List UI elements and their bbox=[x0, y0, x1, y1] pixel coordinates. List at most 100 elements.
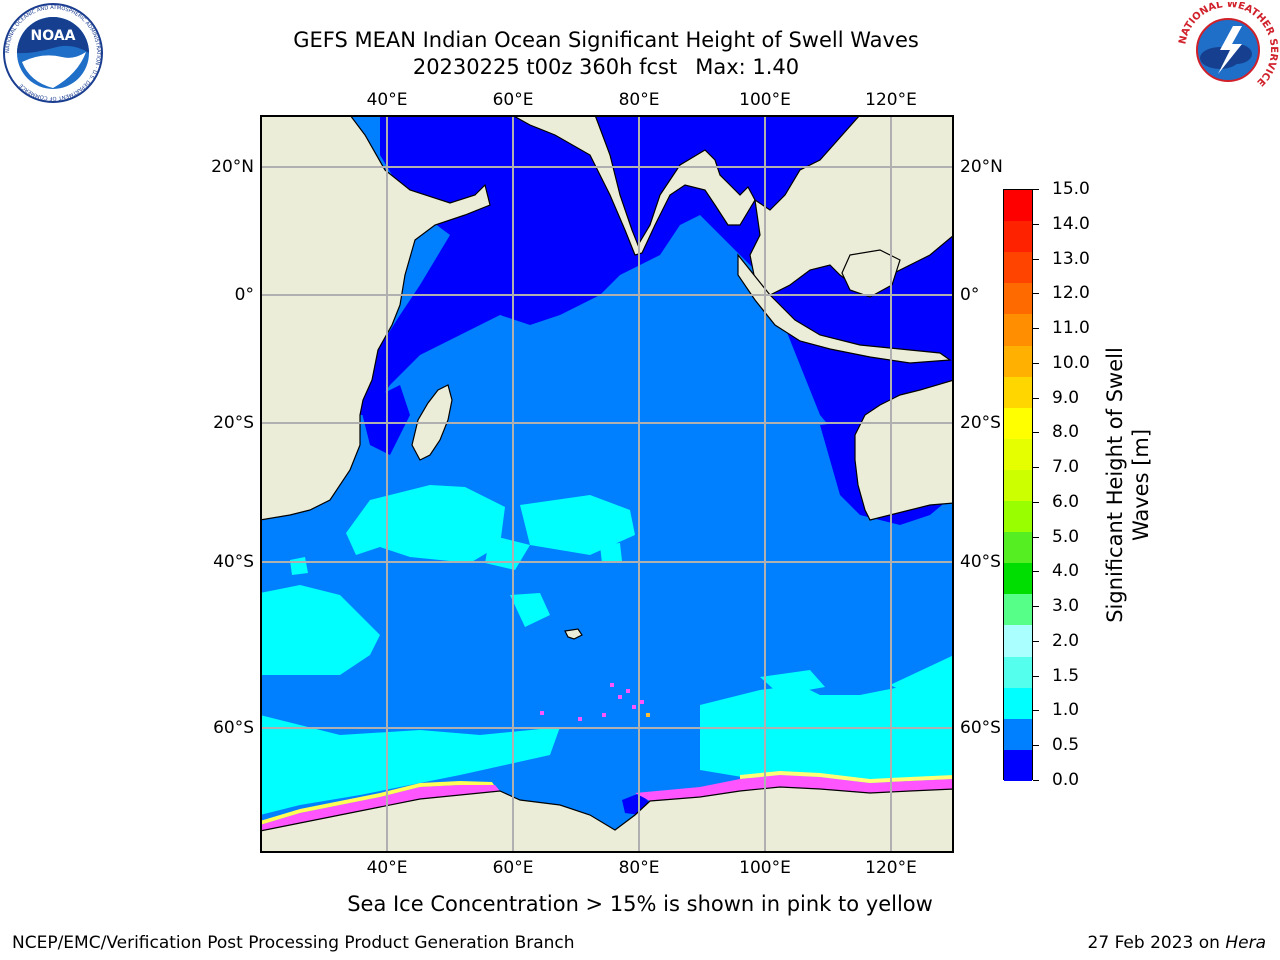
colorbar-tick bbox=[1033, 536, 1039, 538]
colorbar-tick bbox=[1033, 675, 1039, 677]
colorbar-segment bbox=[1004, 594, 1032, 626]
colorbar-label: 1.5 bbox=[1052, 665, 1080, 686]
colorbar-segment bbox=[1004, 625, 1032, 658]
colorbar-tick bbox=[1033, 362, 1039, 364]
noaa-logo: NATIONAL OCEANIC AND ATMOSPHERIC ADMINIS… bbox=[2, 2, 104, 104]
colorbar-label: 15.0 bbox=[1052, 179, 1090, 199]
lon-tick-top: 60°E bbox=[492, 90, 534, 110]
colorbar-tick bbox=[1033, 606, 1039, 608]
colorbar-tick bbox=[1033, 710, 1039, 712]
colorbar-label: 9.0 bbox=[1052, 387, 1080, 408]
colorbar-label: 2.0 bbox=[1052, 630, 1080, 651]
colorbar-label: 3.0 bbox=[1052, 596, 1080, 617]
colorbar-label: 13.0 bbox=[1052, 248, 1090, 269]
colorbar-segment bbox=[1004, 252, 1032, 284]
sea-ice-note: Sea Ice Concentration > 15% is shown in … bbox=[347, 892, 933, 916]
colorbar-title: Significant Height of Swell Waves [m] bbox=[1102, 347, 1154, 623]
graticule bbox=[260, 115, 954, 853]
colorbar-label: 11.0 bbox=[1052, 318, 1090, 339]
lat-tick-left: 40°S bbox=[213, 552, 254, 572]
forecast-time: 20230225 t00z 360h fcst bbox=[412, 55, 678, 79]
lon-tick-top: 120°E bbox=[865, 90, 917, 110]
colorbar-segment bbox=[1004, 532, 1032, 564]
colorbar-tick bbox=[1033, 293, 1039, 295]
colorbar-tick bbox=[1033, 571, 1039, 573]
colorbar-label: 4.0 bbox=[1052, 561, 1080, 582]
colorbar-segment bbox=[1004, 221, 1032, 253]
colorbar-label: 8.0 bbox=[1052, 422, 1080, 443]
colorbar-label: 6.0 bbox=[1052, 491, 1080, 512]
colorbar-label: 12.0 bbox=[1052, 283, 1090, 304]
wave-height-map bbox=[260, 115, 954, 853]
chart-title: GEFS MEAN Indian Ocean Significant Heigh… bbox=[293, 28, 919, 52]
lon-tick-top: 80°E bbox=[618, 90, 660, 110]
colorbar-tick bbox=[1033, 745, 1039, 747]
colorbar-segment bbox=[1004, 469, 1032, 502]
colorbar-tick bbox=[1033, 432, 1039, 434]
colorbar-label: 0.0 bbox=[1052, 770, 1080, 790]
colorbar-segment bbox=[1004, 749, 1032, 782]
colorbar-label: 10.0 bbox=[1052, 352, 1090, 373]
lat-tick-left: 60°S bbox=[213, 718, 254, 738]
footer-host: Hera bbox=[1225, 933, 1266, 953]
colorbar-title-line1: Significant Height of Swell bbox=[1103, 347, 1127, 623]
footer-date: 27 Feb 2023 on Hera bbox=[1088, 932, 1266, 954]
colorbar-tick bbox=[1033, 258, 1039, 260]
colorbar-tick bbox=[1033, 780, 1039, 781]
colorbar-segment bbox=[1004, 501, 1032, 533]
lon-tick-top: 100°E bbox=[739, 90, 791, 110]
antarctica bbox=[260, 786, 954, 853]
nws-logo: NATIONAL WEATHER SERVICE bbox=[1176, 0, 1280, 98]
lat-tick-right: 20°S bbox=[960, 413, 1001, 433]
colorbar-title-line2: Waves [m] bbox=[1129, 428, 1153, 542]
lon-tick-bottom: 120°E bbox=[865, 858, 917, 878]
colorbar bbox=[1003, 189, 1033, 782]
colorbar-segment bbox=[1004, 407, 1032, 440]
colorbar-segment bbox=[1004, 687, 1032, 720]
footer-date-text: 27 Feb 2023 on bbox=[1087, 933, 1226, 953]
colorbar-tick bbox=[1033, 189, 1039, 190]
lat-tick-right: 60°S bbox=[960, 718, 1001, 738]
land bbox=[260, 115, 954, 853]
colorbar-label: 1.0 bbox=[1052, 700, 1080, 721]
colorbar-tick bbox=[1033, 328, 1039, 330]
lon-tick-bottom: 40°E bbox=[366, 858, 408, 878]
colorbar-tick bbox=[1033, 467, 1039, 469]
borneo bbox=[841, 249, 901, 298]
colorbar-segment bbox=[1004, 376, 1032, 409]
lat-tick-left: 20°S bbox=[213, 413, 254, 433]
australia bbox=[854, 379, 954, 521]
kerguelen-island bbox=[564, 628, 583, 640]
lon-tick-bottom: 100°E bbox=[739, 858, 791, 878]
max-value: Max: 1.40 bbox=[695, 55, 800, 79]
lon-tick-bottom: 60°E bbox=[492, 858, 534, 878]
colorbar-label: 14.0 bbox=[1052, 213, 1090, 234]
colorbar-label: 0.5 bbox=[1052, 735, 1080, 756]
colorbar-tick bbox=[1033, 223, 1039, 225]
chart-subtitle: 20230225 t00z 360h fcst Max: 1.40 bbox=[0, 54, 1212, 80]
colorbar-segment bbox=[1004, 190, 1032, 222]
lon-tick-top: 40°E bbox=[366, 90, 408, 110]
colorbar-segment bbox=[1004, 283, 1032, 315]
colorbar-segment bbox=[1004, 656, 1032, 689]
lat-tick-right: 40°S bbox=[960, 552, 1001, 572]
footer-credit: NCEP/EMC/Verification Post Processing Pr… bbox=[12, 933, 575, 953]
colorbar-tick bbox=[1033, 397, 1039, 399]
colorbar-segment bbox=[1004, 314, 1032, 346]
arabia-africa bbox=[260, 115, 491, 521]
colorbar-label: 7.0 bbox=[1052, 457, 1080, 478]
colorbar-segment bbox=[1004, 718, 1032, 751]
colorbar-segment bbox=[1004, 438, 1032, 471]
lat-tick-left: 20°N bbox=[211, 157, 254, 177]
lat-tick-left: 0° bbox=[234, 285, 254, 305]
colorbar-segment bbox=[1004, 563, 1032, 595]
colorbar-tick bbox=[1033, 640, 1039, 642]
lat-tick-right: 20°N bbox=[960, 157, 1003, 177]
low-swell-region bbox=[360, 385, 410, 455]
colorbar-tick bbox=[1033, 501, 1039, 503]
noaa-logo-text: NOAA bbox=[31, 28, 76, 44]
lon-tick-bottom: 80°E bbox=[618, 858, 660, 878]
lat-tick-right: 0° bbox=[960, 285, 980, 305]
colorbar-label: 5.0 bbox=[1052, 526, 1080, 547]
colorbar-segment bbox=[1004, 345, 1032, 378]
